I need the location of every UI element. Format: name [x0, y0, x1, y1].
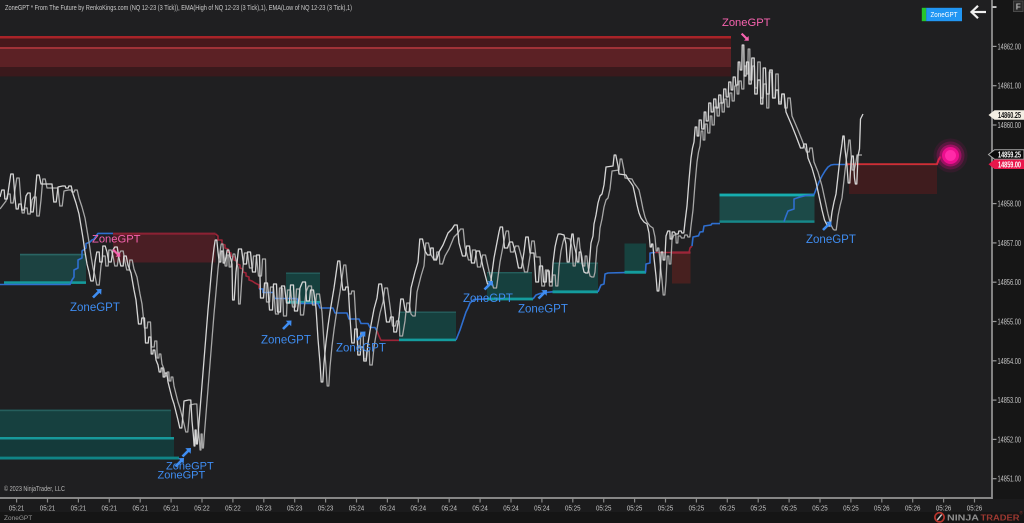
svg-text:05:21: 05:21: [102, 504, 118, 513]
svg-text:14862.00: 14862.00: [998, 42, 1022, 51]
svg-text:05:25: 05:25: [596, 504, 612, 513]
svg-text:05:21: 05:21: [71, 504, 87, 513]
svg-text:ZoneGPT: ZoneGPT: [158, 470, 206, 482]
svg-text:14858.00: 14858.00: [998, 200, 1022, 209]
svg-text:ZoneGPT: ZoneGPT: [463, 293, 513, 305]
svg-text:05:23: 05:23: [256, 504, 272, 513]
svg-text:ZoneGPT: ZoneGPT: [722, 17, 771, 29]
svg-text:05:25: 05:25: [781, 504, 797, 513]
svg-text:F: F: [1016, 2, 1021, 11]
svg-text:NINJA: NINJA: [947, 513, 979, 522]
svg-text:05:22: 05:22: [225, 504, 241, 513]
svg-text:05:24: 05:24: [472, 504, 488, 513]
svg-text:05:24: 05:24: [534, 504, 550, 513]
svg-text:05:25: 05:25: [812, 504, 828, 513]
svg-text:ZoneGPT: ZoneGPT: [931, 12, 959, 19]
svg-text:14857.00: 14857.00: [998, 239, 1022, 248]
svg-text:ZoneGPT: ZoneGPT: [806, 234, 856, 246]
svg-text:14853.00: 14853.00: [998, 396, 1022, 405]
svg-text:ZoneGPT * From The Future by R: ZoneGPT * From The Future by RenkoKings.…: [5, 5, 352, 12]
svg-text:05:25: 05:25: [720, 504, 736, 513]
svg-text:14860.00: 14860.00: [998, 121, 1022, 130]
svg-text:05:23: 05:23: [318, 504, 334, 513]
svg-text:05:25: 05:25: [627, 504, 643, 513]
svg-text:ZoneGPT: ZoneGPT: [518, 304, 568, 316]
svg-text:05:24: 05:24: [411, 504, 427, 513]
svg-text:05:25: 05:25: [565, 504, 581, 513]
svg-text:05:22: 05:22: [194, 504, 210, 513]
svg-text:ZoneGPT: ZoneGPT: [92, 234, 141, 246]
svg-text:05:23: 05:23: [287, 504, 303, 513]
svg-text:05:26: 05:26: [905, 504, 921, 513]
svg-text:05:25: 05:25: [658, 504, 674, 513]
svg-text:14855.00: 14855.00: [998, 318, 1022, 327]
svg-text:05:21: 05:21: [132, 504, 148, 513]
svg-text:05:26: 05:26: [874, 504, 890, 513]
svg-text:14860.25: 14860.25: [998, 111, 1021, 120]
svg-text:ZoneGPT: ZoneGPT: [336, 343, 386, 355]
svg-text:05:26: 05:26: [936, 504, 952, 513]
svg-text:© 2023 NinjaTrader, LLC: © 2023 NinjaTrader, LLC: [4, 485, 65, 493]
svg-text:05:24: 05:24: [380, 504, 396, 513]
svg-text:05:21: 05:21: [9, 504, 25, 513]
svg-text:14851.00: 14851.00: [998, 475, 1022, 484]
svg-text:05:25: 05:25: [689, 504, 705, 513]
svg-text:TRADER: TRADER: [981, 513, 1020, 522]
svg-text:05:25: 05:25: [843, 504, 859, 513]
svg-text:05:24: 05:24: [349, 504, 365, 513]
svg-text:14852.00: 14852.00: [998, 435, 1022, 444]
svg-text:14856.00: 14856.00: [998, 278, 1022, 287]
svg-text:14859.25: 14859.25: [998, 151, 1021, 160]
svg-text:05:24: 05:24: [441, 504, 457, 513]
svg-text:05:25: 05:25: [750, 504, 766, 513]
svg-text:05:21: 05:21: [163, 504, 179, 513]
svg-text:05:26: 05:26: [967, 504, 983, 513]
svg-text:14861.00: 14861.00: [998, 82, 1022, 91]
svg-text:ZoneGPT: ZoneGPT: [70, 302, 120, 314]
svg-text:05:21: 05:21: [40, 504, 56, 513]
svg-text:®: ®: [1020, 510, 1024, 516]
svg-text:ZoneGPT: ZoneGPT: [261, 335, 311, 347]
svg-text:14859.00: 14859.00: [998, 160, 1021, 169]
svg-text:14854.00: 14854.00: [998, 357, 1022, 366]
svg-text:05:24: 05:24: [503, 504, 519, 513]
svg-text:ZoneGPT: ZoneGPT: [4, 515, 32, 522]
